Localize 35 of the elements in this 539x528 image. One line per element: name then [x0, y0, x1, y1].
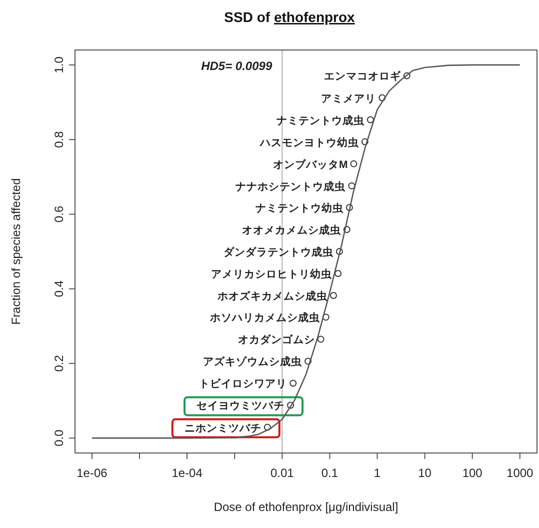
data-label: アミメアリ — [321, 92, 376, 105]
x-tick-label: 1 — [374, 466, 381, 480]
y-tick-label: 0.2 — [52, 354, 66, 372]
x-tick-label: 10 — [418, 466, 432, 480]
data-label: ニホンミツバチ — [184, 422, 262, 434]
data-label: エンマコオロギ — [324, 70, 402, 83]
x-tick-label: 1e-04 — [172, 466, 203, 480]
data-label: ダンダラテントウ成虫 — [223, 246, 334, 258]
x-axis-title: Dose of ethofenprox [μg/indivisual] — [214, 500, 398, 514]
y-tick-label: 0.6 — [52, 206, 66, 223]
data-label: ホオズキカメムシ成虫 — [216, 290, 328, 303]
data-label: セイヨウミツバチ — [196, 400, 285, 412]
data-label: オンブバッタM — [272, 158, 348, 171]
data-label: ナナホシテントウ成虫 — [236, 180, 347, 193]
annotation: HD5= 0.0099 — [201, 59, 272, 73]
y-axis-title: Fraction of species affected — [9, 178, 23, 325]
chart-title: SSD of ethofenprox — [224, 9, 356, 25]
y-tick-label: 0.4 — [52, 280, 66, 298]
y-tick-label: 0.8 — [52, 130, 66, 148]
x-tick-label: 100 — [462, 466, 483, 480]
data-label: ホソハリカメムシ成虫 — [208, 311, 321, 324]
y-tick-label: 1.0 — [52, 56, 66, 74]
x-tick-label: 0.1 — [321, 466, 338, 480]
data-label: アメリカシロヒトリ幼虫 — [211, 268, 334, 281]
data-label: ハスモンヨトウ幼虫 — [258, 136, 360, 149]
y-tick-label: 0.0 — [52, 429, 66, 446]
data-label: ナミテントウ成虫 — [276, 114, 366, 127]
x-tick-label: 0.01 — [270, 466, 294, 480]
x-tick-label: 1e-06 — [76, 466, 108, 480]
x-tick-label: 1000 — [506, 466, 534, 480]
data-label: アズキゾウムシ成虫 — [203, 355, 304, 368]
data-label: トビイロシワアリ — [199, 377, 288, 390]
data-label: オオメカメムシ成虫 — [242, 223, 342, 236]
data-label: ナミテントウ幼虫 — [255, 201, 344, 214]
data-label: オカダンゴムシ — [238, 333, 315, 346]
